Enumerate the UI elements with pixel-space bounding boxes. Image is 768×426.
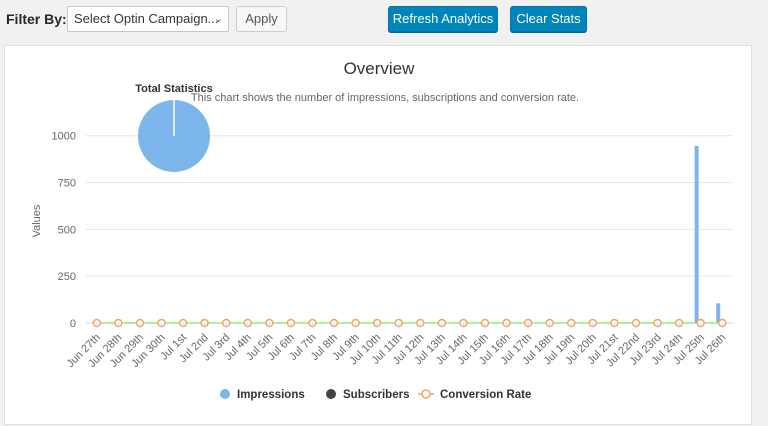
campaign-select-value: Select Optin Campaign... — [74, 11, 219, 26]
y-tick-label: 0 — [70, 318, 76, 330]
legend-item[interactable]: Conversion Rate — [418, 389, 531, 401]
y-tick-label: 500 — [58, 224, 76, 236]
legend-label: Conversion Rate — [440, 389, 531, 401]
filter-label: Filter By: — [6, 11, 67, 27]
filter-toolbar: Filter By: Select Optin Campaign... ⌄ Ap… — [0, 0, 768, 40]
y-tick-label: 1000 — [52, 131, 76, 143]
bar — [694, 146, 699, 323]
chart-title: Overview — [344, 59, 416, 78]
chevron-down-icon: ⌄ — [213, 13, 223, 25]
chart-panel: Overview This chart shows the number of … — [4, 45, 752, 425]
campaign-select[interactable]: Select Optin Campaign... ⌄ — [67, 6, 229, 32]
legend-marker — [220, 389, 230, 399]
legend-item[interactable]: Subscribers — [326, 389, 409, 401]
y-tick-label: 250 — [58, 271, 76, 283]
bar — [716, 303, 721, 323]
chart-subtitle: This chart shows the number of impressio… — [191, 92, 579, 104]
legend-marker — [326, 389, 336, 399]
legend-label: Impressions — [237, 389, 305, 401]
legend-item[interactable]: Impressions — [220, 389, 305, 401]
apply-button[interactable]: Apply — [236, 6, 287, 32]
clear-stats-button[interactable]: Clear Stats — [510, 6, 587, 32]
refresh-analytics-button[interactable]: Refresh Analytics — [388, 6, 498, 32]
y-axis-label: Values — [31, 204, 43, 237]
legend-label: Subscribers — [343, 389, 409, 401]
legend-marker — [421, 389, 431, 399]
y-tick-label: 750 — [58, 178, 76, 190]
overview-chart: Overview This chart shows the number of … — [31, 59, 733, 401]
pie-title: Total Statistics — [135, 83, 212, 95]
